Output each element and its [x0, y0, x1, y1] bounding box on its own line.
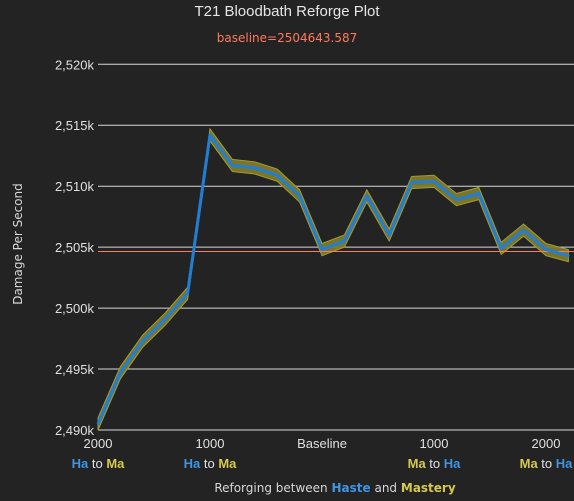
- data-point: [365, 194, 368, 198]
- data-point: [141, 339, 144, 343]
- chart-title: T21 Bloodbath Reforge Plot: [194, 3, 380, 20]
- data-point: [567, 254, 570, 257]
- x-tick-direction-from: Ma: [520, 456, 539, 471]
- data-point: [343, 239, 346, 243]
- x-tick-direction-to-word: to: [538, 456, 556, 471]
- x-axis-label-and: and: [371, 481, 401, 495]
- x-tick-direction: Ma to Ha: [408, 456, 462, 471]
- confidence-band: [97, 127, 569, 431]
- data-point: [477, 192, 480, 195]
- x-tick-direction-to: Ha: [556, 456, 573, 471]
- x-tick-direction: Ha to Ma: [184, 456, 238, 471]
- x-tick-direction: Ha to Ma: [72, 456, 126, 471]
- data-point: [186, 292, 189, 295]
- y-tick-label: 2,510k: [55, 179, 95, 194]
- y-tick-label: 2,490k: [55, 423, 95, 438]
- y-tick-label: 2,520k: [55, 57, 95, 72]
- data-point: [253, 166, 256, 170]
- data-point: [164, 317, 167, 321]
- data-point: [276, 174, 279, 177]
- data-point: [432, 180, 436, 183]
- data-point: [388, 233, 391, 237]
- x-tick-direction: Ma to Ha: [520, 456, 574, 471]
- x-tick-direction-to: Ma: [218, 456, 237, 471]
- y-tick-label: 2,500k: [55, 301, 95, 316]
- data-point: [231, 164, 234, 167]
- x-tick-direction-from: Ha: [184, 456, 201, 471]
- x-axis-label-haste: Haste: [331, 481, 370, 495]
- data-point: [544, 248, 548, 251]
- chart-subtitle: baseline=2504643.587: [217, 31, 357, 45]
- data-point: [500, 247, 503, 250]
- data-point: [522, 228, 525, 232]
- y-tick-label: 2,505k: [55, 240, 95, 255]
- data-point: [298, 194, 301, 198]
- x-tick-label: 2000: [84, 436, 113, 451]
- data-point: [119, 371, 122, 374]
- x-axis-label: Reforging between Haste and Mastery: [214, 481, 456, 495]
- y-tick-labels: 2,490k 2,495k 2,500k 2,505k 2,510k 2,515k 2,52…: [55, 57, 95, 438]
- x-tick-label: 1000: [196, 436, 225, 451]
- confidence-band-layer: [97, 127, 569, 431]
- x-tick-direction-to-word: to: [88, 456, 106, 471]
- x-tick-direction-to-word: to: [426, 456, 444, 471]
- y-tick-label: 2,515k: [55, 118, 95, 133]
- x-tick-labels: 2000 Ha to Ma 1000 Ha to Ma Baseline 1000 Ma t…: [72, 436, 574, 471]
- x-tick-label: 2000: [532, 436, 561, 451]
- data-point: [455, 198, 458, 201]
- x-tick-direction-from: Ha: [72, 456, 89, 471]
- data-point: [410, 181, 413, 184]
- x-tick-direction-from: Ma: [408, 456, 427, 471]
- y-tick-label: 2,495k: [55, 362, 95, 377]
- x-axis-label-prefix: Reforging between: [214, 481, 331, 495]
- data-point: [320, 248, 324, 251]
- data-point: [208, 133, 212, 137]
- x-axis-label-mastery: Mastery: [401, 481, 456, 495]
- x-tick-label: Baseline: [297, 436, 347, 451]
- data-point: [96, 422, 100, 426]
- x-tick-direction-to: Ha: [444, 456, 461, 471]
- x-tick-direction-to: Ma: [106, 456, 125, 471]
- y-axis-label: Damage Per Second: [11, 183, 25, 305]
- series-line: [96, 133, 569, 425]
- series-line-layer: [96, 133, 570, 426]
- x-tick-direction-to-word: to: [200, 456, 218, 471]
- x-tick-label: 1000: [420, 436, 449, 451]
